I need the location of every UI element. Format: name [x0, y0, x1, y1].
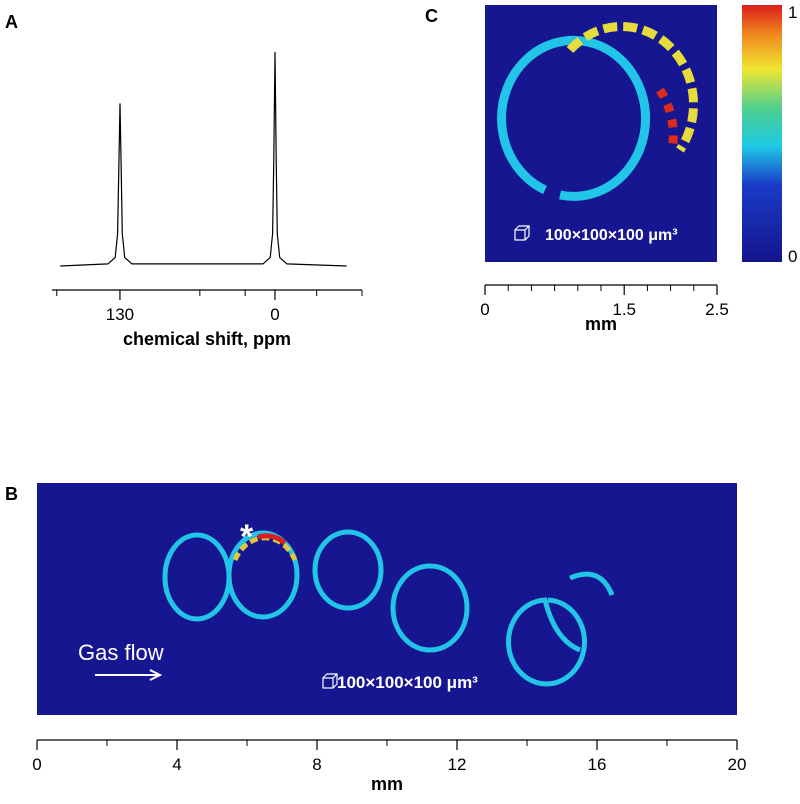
ring — [312, 529, 384, 611]
ring — [569, 571, 615, 597]
x-axis-label: mm — [585, 314, 617, 334]
x-axis-label: mm — [371, 774, 403, 794]
ring — [390, 563, 470, 653]
panel-label: B — [5, 484, 18, 504]
colorbar-tick-label: 0 — [788, 247, 797, 266]
spectrum-line — [60, 51, 347, 267]
x-axis-label: chemical shift, ppm — [123, 329, 291, 349]
flow-label: Gas flow — [78, 640, 164, 665]
image-background — [37, 483, 737, 715]
x-tick-label: 130 — [106, 305, 134, 324]
ring-max — [656, 87, 678, 151]
marker: * — [240, 518, 254, 556]
x-tick-label: 12 — [448, 755, 467, 774]
ring — [226, 530, 300, 620]
x-tick-label: 20 — [728, 755, 747, 774]
ring-hot — [566, 22, 699, 153]
x-tick-label: 8 — [312, 755, 321, 774]
voxel-icon — [322, 225, 530, 689]
x-tick-label: 0 — [270, 305, 279, 324]
x-tick-label: 0 — [480, 300, 489, 319]
x-tick-label: 4 — [172, 755, 181, 774]
x-tick-label: 1.5 — [612, 300, 636, 319]
voxel-annotation: 100×100×100 μm³ — [545, 227, 678, 244]
colorbar — [742, 5, 782, 262]
ring — [497, 35, 651, 201]
panel-label: C — [425, 6, 438, 26]
panel-label: A — [5, 12, 18, 32]
ring — [506, 597, 587, 687]
rings — [162, 529, 615, 687]
voxel-annotation: 100×100×100 μm³ — [337, 673, 478, 692]
ring-max — [257, 533, 287, 546]
x-tick-label: 2.5 — [705, 300, 729, 319]
colorbar-tick-label: 1 — [788, 3, 797, 22]
x-tick-label: 0 — [32, 755, 41, 774]
flow-arrow-head — [149, 669, 163, 681]
x-tick-label: 16 — [588, 755, 607, 774]
